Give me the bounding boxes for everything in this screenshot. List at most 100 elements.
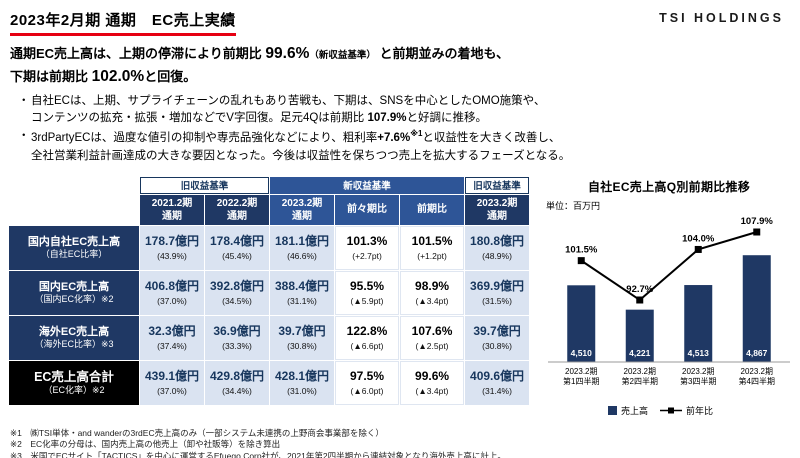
category-label: 第2四半期 <box>622 376 658 386</box>
cell-value: 39.7億円 <box>473 323 521 338</box>
cell-value: 36.9億円 <box>213 323 261 338</box>
text-segment: （新収益基準） <box>309 50 376 61</box>
tsi-holdings-logo: TSI HOLDINGS <box>659 11 784 25</box>
column-header: 2021.2期 通期 <box>140 194 204 225</box>
column-header: 2023.2期 通期 <box>465 194 530 225</box>
cell-value: 180.8億円 <box>470 233 525 248</box>
cell-subvalue: (30.8%) <box>287 340 317 351</box>
cell-subvalue: (48.9%) <box>482 250 512 261</box>
legend-line-marker <box>668 407 675 414</box>
bullet-list: 自社ECは、上期、サプライチェーンの乱れもあり苦戦も、下期は、SNSを中心とした… <box>10 93 788 166</box>
cell-subvalue: (▲3.4pt) <box>415 295 449 306</box>
cell-subvalue: (37.0%) <box>157 385 187 396</box>
table-row: 国内EC売上高 （国内EC化率）※2 406.8億円 (37.0%) 392.8億円 (3… <box>9 270 530 315</box>
line-value-label: 92.7% <box>626 284 653 295</box>
table-cell: 406.8億円 (37.0%) <box>140 270 204 315</box>
table-cell: 39.7億円 (30.8%) <box>270 315 335 360</box>
cell-subvalue: (30.8%) <box>482 340 512 351</box>
cell-subvalue: (33.3%) <box>222 340 252 351</box>
bar-value-label: 4,221 <box>629 348 651 358</box>
cell-subvalue: (45.4%) <box>222 250 252 261</box>
text-segment: 自社ECは、上期、サプライチェーンの乱れもあり苦戦も、下期は、SNSを中心とした… <box>31 94 546 107</box>
chart-unit-label: 単位：百万円 <box>546 200 601 211</box>
cell-value: 39.7億円 <box>278 323 326 338</box>
text-segment: 通期EC売上高は、上期の停滞により前期比 <box>10 46 266 61</box>
cell-subvalue: (+2.7pt) <box>352 250 382 261</box>
table-cell: 39.7億円 (30.8%) <box>465 315 530 360</box>
group-header: 新収益基準 <box>270 176 465 194</box>
cell-subvalue: (▲3.4pt) <box>415 385 449 396</box>
row-header-label: 海外EC売上高 <box>38 325 110 338</box>
table-cell: 36.9億円 (33.3%) <box>205 315 270 360</box>
cell-value: 409.6億円 <box>470 368 525 383</box>
bullet-item: 自社ECは、上期、サプライチェーンの乱れもあり苦戦も、下期は、SNSを中心とした… <box>18 93 788 129</box>
legend-bar-label: 売上高 <box>621 405 648 416</box>
text-segment: 107.9% <box>367 112 407 125</box>
column-header: 2022.2期 通期 <box>205 194 270 225</box>
cell-subvalue: (37.4%) <box>157 340 187 351</box>
text-segment: と好調に推移。 <box>406 112 488 125</box>
table-cell: 98.9% (▲3.4pt) <box>400 270 465 315</box>
table-cell: 99.6% (▲3.4pt) <box>400 360 465 405</box>
cell-value: 388.4億円 <box>275 278 330 293</box>
table-cell: 439.1億円 (37.0%) <box>140 360 204 405</box>
summary: 通期EC売上高は、上期の停滞により前期比 99.6%（新収益基準） と前期並みの… <box>0 36 800 166</box>
table-corner <box>9 176 139 225</box>
cell-value: 439.1億円 <box>144 368 200 383</box>
cell-subvalue: (34.5%) <box>222 295 252 306</box>
category-label: 2023.2期 <box>565 367 597 376</box>
cell-value: 107.6% <box>411 323 453 338</box>
row-header-sublabel: （EC化率）※2 <box>43 384 105 395</box>
row-header-label: 国内自社EC売上高 <box>27 235 121 248</box>
row-header: 海外EC売上高 （海外EC比率）※3 <box>9 315 139 360</box>
table-cell: 388.4億円 (31.1%) <box>270 270 335 315</box>
cell-subvalue: (+1.2pt) <box>417 250 447 261</box>
table-cell: 97.5% (▲6.0pt) <box>335 360 400 405</box>
category-label: 第1四半期 <box>563 376 599 386</box>
row-header: EC売上高合計 （EC化率）※2 <box>9 360 139 405</box>
group-header: 旧収益基準 <box>465 176 530 194</box>
cell-value: 429.8億円 <box>209 368 265 383</box>
column-header: 2023.2期 通期 <box>270 194 335 225</box>
row-header-sublabel: （自社EC比率） <box>40 248 108 259</box>
cell-subvalue: (▲6.0pt) <box>350 385 384 396</box>
line-value-label: 101.5% <box>565 244 598 255</box>
cell-subvalue: (▲5.9pt) <box>350 295 384 306</box>
cell-value: 369.9億円 <box>470 278 525 293</box>
cell-value: 32.3億円 <box>148 323 196 338</box>
table-cell: 32.3億円 (37.4%) <box>140 315 204 360</box>
legend-line-label: 前年比 <box>686 405 713 416</box>
text-segment: 102.0% <box>91 68 145 86</box>
row-header: 国内自社EC売上高 （自社EC比率） <box>9 225 139 270</box>
cell-value: 97.5% <box>350 368 385 383</box>
text-segment: +7.6% <box>377 131 411 144</box>
footnotes: ※1 ㈱TSI単体・and wanderの3rdEC売上高のみ（一部システム未連… <box>0 422 800 458</box>
column-header: 前期比 <box>400 194 465 225</box>
page-title: 2023年2月期 通期 EC売上実績 <box>10 9 236 36</box>
text-segment: 下期は前期比 <box>10 69 92 85</box>
table-cell: 392.8億円 (34.5%) <box>205 270 270 315</box>
line-marker <box>694 245 702 253</box>
trend-line <box>580 230 758 301</box>
cell-value: 95.5% <box>350 278 385 293</box>
bar-value-label: 4,513 <box>688 348 710 358</box>
cell-subvalue: (31.0%) <box>287 385 317 396</box>
cell-value: 178.7億円 <box>144 233 200 248</box>
text-segment: と収益性を大きく改善し、 <box>422 131 561 144</box>
bar-value-label: 4,867 <box>746 348 768 358</box>
chart-title: 自社EC売上高Q別前期比推移 <box>587 179 751 194</box>
table-row: EC売上高合計 （EC化率）※2 439.1億円 (37.0%) 429.8億円 (34.… <box>9 360 530 405</box>
line-value-label: 107.9% <box>741 216 774 227</box>
cell-value: 101.3% <box>346 233 388 248</box>
category-label: 第4四半期 <box>739 376 775 386</box>
footnote: ※3 米国でECサイト「TACTICS」を中心に運営するEfuego Corp社… <box>10 450 506 458</box>
bar <box>742 254 771 362</box>
text-segment: と前期並みの着地も、 <box>375 46 510 61</box>
row-header: 国内EC売上高 （国内EC化率）※2 <box>9 270 139 315</box>
row-header-label: 国内EC売上高 <box>38 280 110 293</box>
cell-subvalue: (31.5%) <box>482 295 512 306</box>
table-cell: 180.8億円 (48.9%) <box>465 225 530 270</box>
row-header-sublabel: （国内EC化率）※2 <box>34 293 114 304</box>
category-label: 2023.2期 <box>624 367 656 376</box>
